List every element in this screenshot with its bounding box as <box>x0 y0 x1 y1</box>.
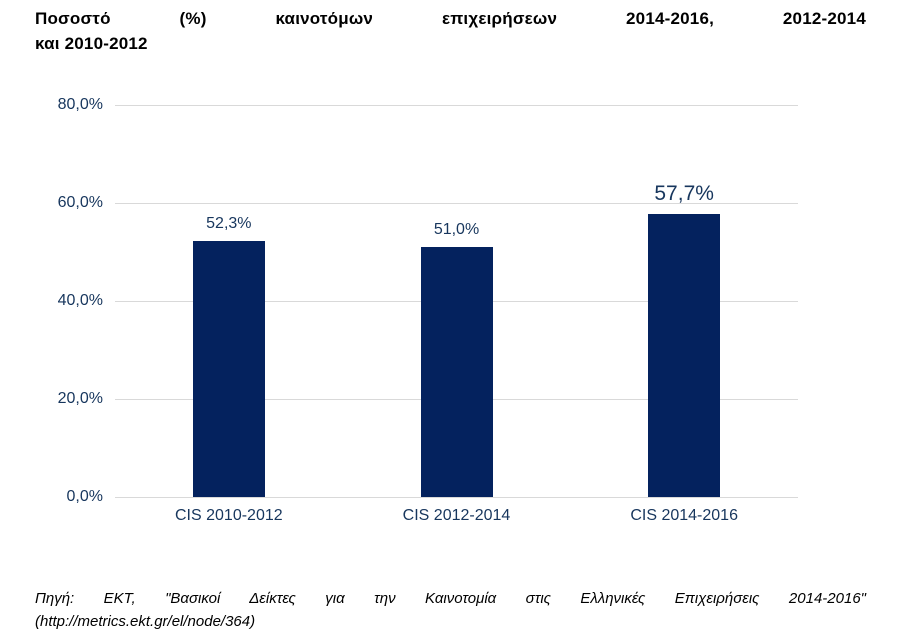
gridline <box>115 496 798 498</box>
bar <box>420 247 493 497</box>
y-tick-label: 20,0% <box>57 390 103 407</box>
y-tick-label: 40,0% <box>57 292 103 309</box>
x-category-label: CIS 2012-2014 <box>402 507 511 524</box>
source-note: Πηγή: ΕΚΤ, "Βασικοί Δείκτες για την Καιν… <box>35 587 866 633</box>
bar <box>648 214 721 497</box>
x-category-label: CIS 2010-2012 <box>175 507 283 524</box>
x-category-label: CIS 2014-2016 <box>630 507 738 524</box>
bar-value-label: 52,3% <box>206 214 252 232</box>
chart-title-line1: Ποσοστό (%) καινοτόμων επιχειρήσεων 2014… <box>35 9 866 28</box>
y-tick-label: 80,0% <box>57 96 103 113</box>
bar <box>192 240 265 497</box>
bar-value-label: 57,7% <box>654 182 714 206</box>
chart-title: Ποσοστό (%) καινοτόμων επιχειρήσεων 2014… <box>35 6 866 56</box>
source-note-line2: (http://metrics.ekt.gr/el/node/364) <box>35 613 256 630</box>
source-note-line1: Πηγή: ΕΚΤ, "Βασικοί Δείκτες για την Καιν… <box>35 590 866 607</box>
bar-value-label: 51,0% <box>433 221 480 239</box>
y-tick-label: 0,0% <box>66 488 103 505</box>
gridline <box>115 202 798 204</box>
y-tick-label: 60,0% <box>57 194 103 211</box>
gridline <box>115 104 798 106</box>
chart-title-line2: και 2010-2012 <box>35 34 148 53</box>
bar-chart-plot-area: 52,3% 51,0% 57,7% <box>115 104 798 498</box>
